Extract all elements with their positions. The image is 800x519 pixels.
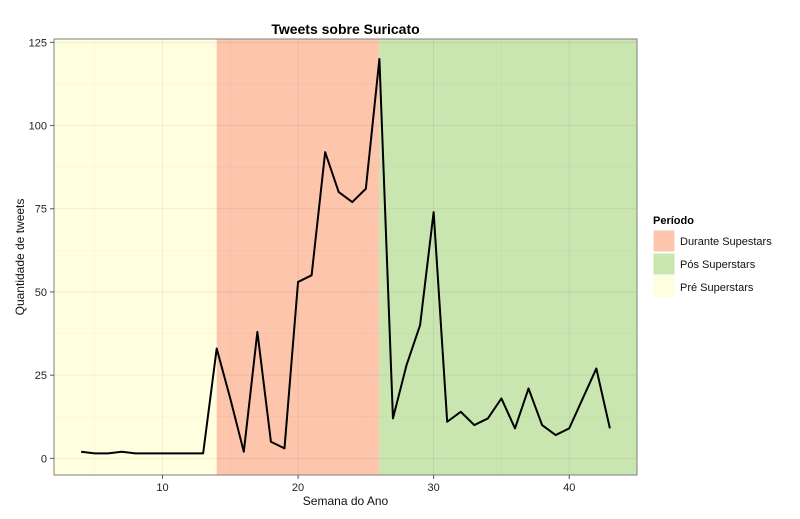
legend: Período Durante Supestars Pós Superstars P… — [652, 215, 772, 299]
chart-title: Tweets sobre Suricato — [271, 21, 419, 37]
period-region — [216, 39, 380, 475]
legend-key — [652, 252, 676, 276]
x-tick-label: 40 — [563, 482, 575, 494]
y-tick-label: 125 — [29, 37, 47, 49]
x-tick-label: 30 — [428, 482, 440, 494]
x-axis-title: Semana do Ano — [303, 494, 389, 508]
legend-key — [652, 229, 676, 253]
legend-key — [652, 275, 676, 299]
series-line — [80, 57, 611, 455]
legend-label: Pós Superstars — [680, 259, 756, 271]
plot-panel-border — [53, 38, 638, 476]
x-tick-label: 20 — [292, 482, 304, 494]
period-region — [379, 39, 637, 475]
y-tick-label: 0 — [41, 453, 47, 465]
y-tick-label: 100 — [29, 121, 47, 133]
period-region — [54, 39, 217, 475]
y-tick-label: 50 — [35, 287, 47, 299]
y-tick-label: 25 — [35, 370, 47, 382]
x-axis: 10 20 30 40 — [156, 475, 575, 494]
y-axis: 0 25 50 75 100 125 — [29, 37, 54, 465]
legend-label: Pré Superstars — [680, 282, 754, 294]
y-axis-title: Quantidade de tweets — [13, 199, 27, 316]
grid-lines — [54, 39, 637, 475]
series-layer — [80, 57, 611, 455]
y-tick-label: 75 — [35, 204, 47, 216]
period-regions — [54, 39, 637, 475]
legend-title: Período — [653, 215, 694, 227]
x-tick-label: 10 — [156, 482, 168, 494]
legend-label: Durante Supestars — [680, 236, 772, 248]
